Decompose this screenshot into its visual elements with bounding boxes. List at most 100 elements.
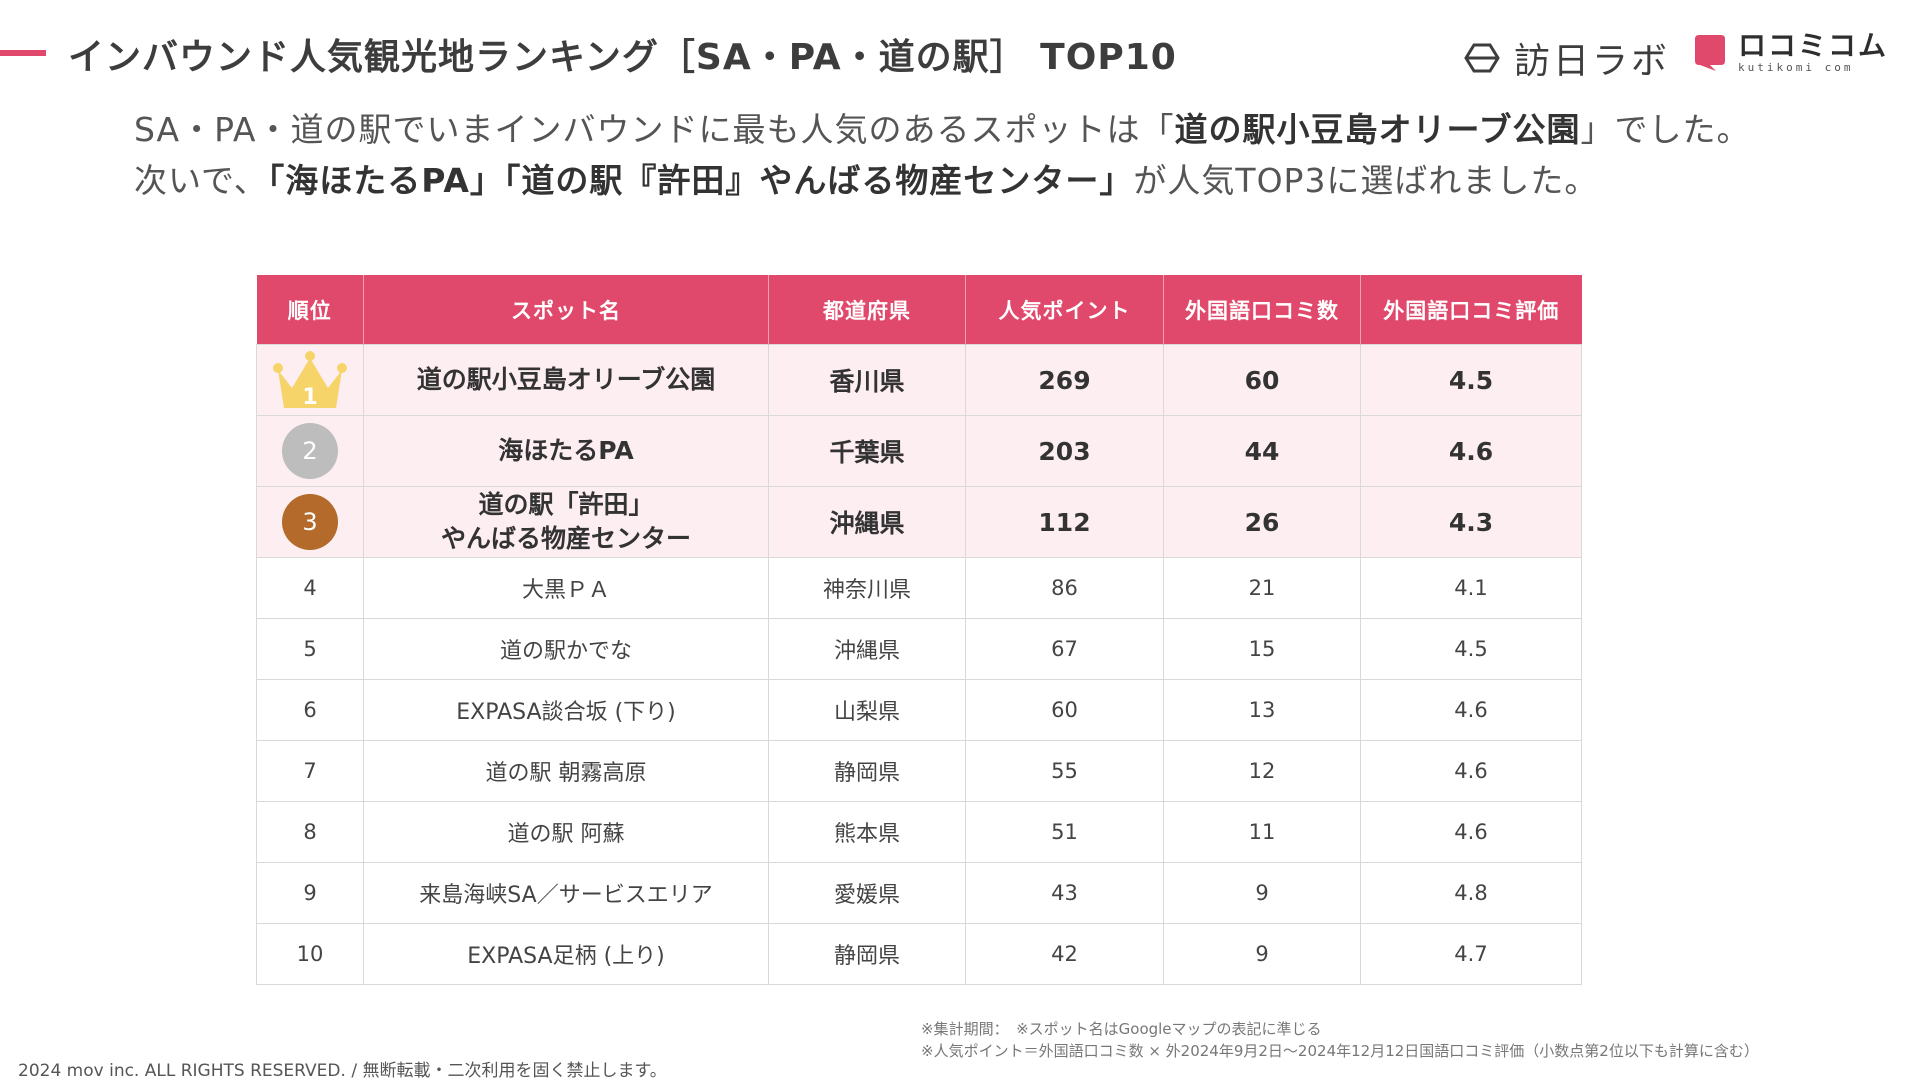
intro-text-2: 」でした。次いで、	[134, 110, 1751, 200]
rank-cell: 6	[256, 679, 364, 741]
footnote-line-1: ※集計期間： ※スポット名はGoogleマップの表記に準じる	[921, 1020, 1322, 1038]
review-count: 13	[1163, 679, 1361, 741]
review-count: 15	[1163, 618, 1361, 680]
kutikomi-com-logo: ロコミコム kutikomi com	[1692, 32, 1888, 73]
spot-name-line-1: 道の駅「許田」	[478, 490, 654, 519]
header-points: 人気ポイント	[965, 275, 1164, 345]
intro-highlight-1: 道の駅小豆島オリーブ公園	[1174, 110, 1581, 149]
prefecture: 沖縄県	[768, 486, 966, 558]
table-header-row: 順位 スポット名 都道府県 人気ポイント 外国語口コミ数 外国語口コミ評価	[256, 275, 1582, 345]
popularity-points: 60	[965, 679, 1164, 741]
review-rating: 4.5	[1360, 344, 1582, 416]
header-prefecture: 都道府県	[768, 275, 966, 345]
rank-cell: 8	[256, 801, 364, 863]
ranking-table: 順位 スポット名 都道府県 人気ポイント 外国語口コミ数 外国語口コミ評価 1 …	[256, 275, 1582, 985]
spot-name: 来島海峡SA／サービスエリア	[363, 862, 769, 924]
review-count: 26	[1163, 486, 1361, 558]
popularity-points: 67	[965, 618, 1164, 680]
spot-name: EXPASA談合坂 (下り)	[363, 679, 769, 741]
table-row: 10 EXPASA足柄 (上り) 静岡県 42 9 4.7	[256, 923, 1582, 985]
copyright-notice: 2024 mov inc. ALL RIGHTS RESERVED. / 無断転…	[18, 1061, 667, 1081]
prefecture: 熊本県	[768, 801, 966, 863]
review-count: 44	[1163, 415, 1361, 487]
review-count: 60	[1163, 344, 1361, 416]
spot-name: 海ほたるPA	[363, 415, 769, 487]
kutikomi-main-text: ロコミコム	[1738, 29, 1889, 62]
rank-cell: 9	[256, 862, 364, 924]
spot-name: 道の駅 阿蘇	[363, 801, 769, 863]
review-rating: 4.6	[1360, 679, 1582, 741]
houbi-lab-mark-icon	[1464, 43, 1500, 73]
review-count: 9	[1163, 923, 1361, 985]
table-row: 3 道の駅「許田」やんばる物産センター 沖縄県 112 26 4.3	[256, 486, 1582, 558]
prefecture: 静岡県	[768, 923, 966, 985]
review-count: 9	[1163, 862, 1361, 924]
prefecture: 静岡県	[768, 740, 966, 802]
rank-cell: 3	[256, 486, 364, 558]
rank-cell: 5	[256, 618, 364, 680]
intro-text-3: が人気TOP3に選ばれました。	[1133, 161, 1599, 200]
prefecture: 愛媛県	[768, 862, 966, 924]
prefecture: 沖縄県	[768, 618, 966, 680]
footnote-line-2: ※人気ポイント＝外国語口コミ数 × 外2024年9月2日〜2024年12月12日…	[921, 1042, 1759, 1060]
header-rank: 順位	[256, 275, 364, 345]
review-count: 12	[1163, 740, 1361, 802]
prefecture: 千葉県	[768, 415, 966, 487]
rank-cell: 10	[256, 923, 364, 985]
popularity-points: 43	[965, 862, 1164, 924]
intro-text-1: SA・PA・道の駅でいまインバウンドに最も人気のあるスポットは「	[134, 110, 1175, 149]
title-accent-bar	[0, 50, 46, 56]
review-count: 21	[1163, 557, 1361, 619]
footnote: ※集計期間： ※スポット名はGoogleマップの表記に準じる ※人気ポイント＝外…	[921, 1018, 1759, 1062]
spot-name: 道の駅小豆島オリーブ公園	[363, 344, 769, 416]
spot-name-line-2: やんばる物産センター	[440, 524, 691, 553]
header-review-count: 外国語口コミ数	[1163, 275, 1361, 345]
crown-rank-label: 1	[302, 385, 317, 410]
rank-cell: 1	[256, 344, 364, 416]
table-row: 6 EXPASA談合坂 (下り) 山梨県 60 13 4.6	[256, 679, 1582, 741]
review-rating: 4.3	[1360, 486, 1582, 558]
popularity-points: 269	[965, 344, 1164, 416]
spot-name: 道の駅 朝霧高原	[363, 740, 769, 802]
rank-cell: 7	[256, 740, 364, 802]
table-row: 7 道の駅 朝霧高原 静岡県 55 12 4.6	[256, 740, 1582, 802]
bronze-medal-icon: 3	[282, 494, 338, 550]
review-count: 11	[1163, 801, 1361, 863]
table-row: 1 道の駅小豆島オリーブ公園 香川県 269 60 4.5	[256, 344, 1582, 416]
header-spot: スポット名	[363, 275, 769, 345]
table-row: 4 大黒ＰＡ 神奈川県 86 21 4.1	[256, 557, 1582, 619]
review-rating: 4.7	[1360, 923, 1582, 985]
header-review-rating: 外国語口コミ評価	[1360, 275, 1582, 345]
intro-paragraph: SA・PA・道の駅でいまインバウンドに最も人気のあるスポットは「道の駅小豆島オリ…	[134, 104, 1774, 206]
silver-medal-icon: 2	[282, 423, 338, 479]
kutikomi-sub-text: kutikomi com	[1738, 61, 1854, 74]
review-rating: 4.8	[1360, 862, 1582, 924]
intro-highlight-2: 「海ほたるPA」「道の駅『許田』やんばる物産センター」	[267, 161, 1134, 200]
popularity-points: 55	[965, 740, 1164, 802]
houbi-lab-text: 訪日ラボ	[1514, 41, 1671, 82]
review-rating: 4.1	[1360, 557, 1582, 619]
rank-cell: 2	[256, 415, 364, 487]
prefecture: 神奈川県	[768, 557, 966, 619]
table-row: 9 来島海峡SA／サービスエリア 愛媛県 43 9 4.8	[256, 862, 1582, 924]
houbi-lab-logo: 訪日ラボ	[1462, 32, 1670, 84]
page-title: インバウンド人気観光地ランキング［SA・PA・道の駅］ TOP10	[68, 37, 1177, 78]
review-rating: 4.6	[1360, 801, 1582, 863]
popularity-points: 42	[965, 923, 1164, 985]
popularity-points: 203	[965, 415, 1164, 487]
table-row: 5 道の駅かでな 沖縄県 67 15 4.5	[256, 618, 1582, 680]
popularity-points: 86	[965, 557, 1164, 619]
speech-bubble-icon	[1695, 34, 1725, 71]
spot-name: 大黒ＰＡ	[363, 557, 769, 619]
review-rating: 4.6	[1360, 740, 1582, 802]
spot-name: 道の駅「許田」やんばる物産センター	[363, 486, 769, 558]
prefecture: 香川県	[768, 344, 966, 416]
popularity-points: 51	[965, 801, 1164, 863]
spot-name: 道の駅かでな	[363, 618, 769, 680]
review-rating: 4.5	[1360, 618, 1582, 680]
popularity-points: 112	[965, 486, 1164, 558]
rank-cell: 4	[256, 557, 364, 619]
prefecture: 山梨県	[768, 679, 966, 741]
review-rating: 4.6	[1360, 415, 1582, 487]
table-row: 2 海ほたるPA 千葉県 203 44 4.6	[256, 415, 1582, 487]
